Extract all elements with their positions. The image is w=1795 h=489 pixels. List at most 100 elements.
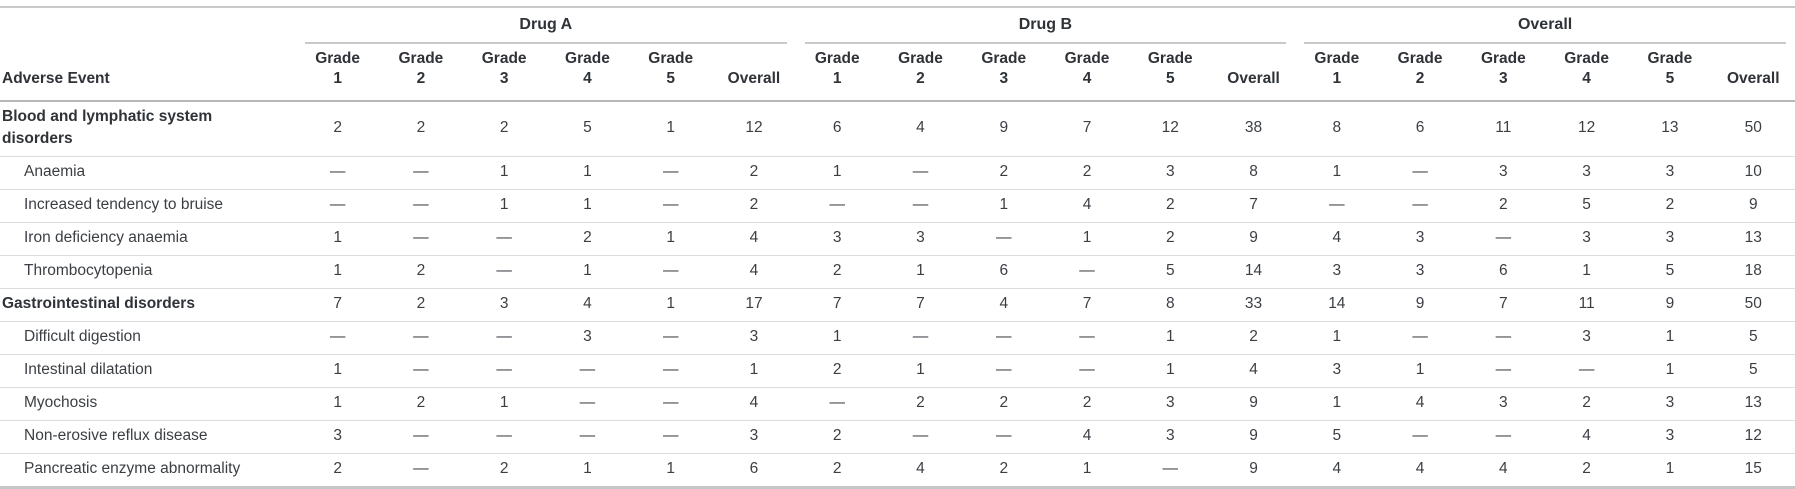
value-cell: 2 — [795, 420, 879, 454]
row-label: Non-erosive reflux disease — [0, 420, 296, 454]
value-cell: 1 — [1128, 321, 1212, 355]
value-cell: 1 — [1378, 354, 1462, 388]
value-cell: — — [629, 387, 713, 421]
value-cell: — — [379, 321, 463, 355]
value-cell: 7 — [1045, 101, 1129, 157]
value-cell: 8 — [1211, 156, 1296, 190]
value-cell: 12 — [1711, 420, 1795, 454]
value-cell: 3 — [1544, 156, 1629, 190]
value-cell: 2 — [379, 255, 463, 289]
column-header: Grade 2 — [1378, 44, 1462, 102]
value-cell: 7 — [878, 288, 963, 322]
value-cell: — — [545, 387, 630, 421]
value-cell: 3 — [1461, 156, 1545, 190]
value-cell: 1 — [1628, 354, 1712, 388]
column-header: Grade 1 — [296, 44, 380, 102]
value-cell: — — [1461, 354, 1545, 388]
column-header-line1: Grade — [1064, 50, 1110, 67]
table-row: Myochosis 1 2 1— —4—2 2 2 3 9 1 4 3 2 3 13 — [0, 387, 1795, 421]
value-cell: 7 — [296, 288, 380, 322]
column-header-line2: 5 — [1165, 70, 1175, 87]
value-cell: 3 — [1628, 222, 1712, 256]
value-cell: 6 — [1461, 255, 1545, 289]
column-header-line1: Grade — [1480, 50, 1526, 67]
column-header-line1: Grade — [1314, 50, 1360, 67]
value-cell: — — [379, 156, 463, 190]
value-cell: 4 — [1295, 222, 1379, 256]
column-header: Grade 2 — [379, 44, 463, 102]
column-header: Grade 5 — [629, 44, 713, 102]
value-cell: 4 — [1045, 420, 1129, 454]
value-cell: 1 — [1128, 354, 1212, 388]
value-cell: — — [1295, 189, 1379, 223]
value-cell: 33 — [1211, 288, 1296, 322]
value-cell: 2 — [1045, 387, 1129, 421]
value-cell: 1 — [1045, 222, 1129, 256]
value-cell: — — [1544, 354, 1629, 388]
value-cell: — — [1045, 354, 1129, 388]
value-cell: 1 — [1045, 453, 1129, 489]
value-cell: 4 — [1295, 453, 1379, 489]
value-cell: 3 — [878, 222, 963, 256]
column-header-line1: Grade — [1647, 50, 1693, 67]
column-header-line2: 1 — [1332, 70, 1342, 87]
value-cell: 2 — [962, 156, 1046, 190]
row-header-label: Adverse Event — [0, 44, 296, 102]
value-cell: 1 — [1295, 387, 1379, 421]
value-cell: 9 — [1711, 189, 1795, 223]
value-cell: 2 — [1128, 222, 1212, 256]
value-cell: 12 — [1128, 101, 1212, 157]
column-header-line2: 4 — [583, 70, 592, 87]
value-cell: 3 — [462, 288, 546, 322]
group-header-label: Overall — [1304, 15, 1786, 44]
column-header: Grade 3 — [462, 44, 546, 102]
value-cell: 6 — [1378, 101, 1462, 157]
value-cell: — — [1045, 255, 1129, 289]
table-row: Intestinal dilatation 1— — — —1 2 1— —1 4 3 1— —1 5 — [0, 354, 1795, 388]
value-cell: 13 — [1711, 222, 1795, 256]
value-cell: — — [1461, 222, 1545, 256]
value-cell: 3 — [1295, 255, 1379, 289]
value-cell: 1 — [296, 222, 380, 256]
value-cell: 1 — [712, 354, 796, 388]
value-cell: 4 — [712, 222, 796, 256]
value-cell: 3 — [1628, 156, 1712, 190]
value-cell: 12 — [712, 101, 796, 157]
value-cell: 3 — [1295, 354, 1379, 388]
column-header: Grade 4 — [1045, 44, 1129, 102]
column-header: Overall — [1211, 44, 1296, 102]
column-header-line1: Grade — [565, 50, 610, 67]
value-cell: 2 — [962, 453, 1046, 489]
value-cell: 1 — [545, 255, 630, 289]
value-cell: 5 — [1544, 189, 1629, 223]
page: { "chart_data": { "type": "table", "titl… — [0, 6, 1795, 489]
value-cell: 2 — [712, 189, 796, 223]
value-cell: — — [462, 255, 546, 289]
column-header: Grade 4 — [545, 44, 630, 102]
value-cell: — — [629, 156, 713, 190]
column-header: Grade 1 — [1295, 44, 1379, 102]
table-row: Pancreatic enzyme abnormality 2—2 1 1 6 2 4 2 1—… — [0, 453, 1795, 489]
value-cell: — — [545, 354, 630, 388]
column-header: Grade 3 — [962, 44, 1046, 102]
value-cell: 2 — [462, 453, 546, 489]
value-cell: 3 — [1544, 321, 1629, 355]
value-cell: — — [962, 354, 1046, 388]
value-cell: — — [1461, 321, 1545, 355]
value-cell: 8 — [1295, 101, 1379, 157]
value-cell: — — [1045, 321, 1129, 355]
value-cell: 2 — [379, 101, 463, 157]
value-cell: 15 — [1711, 453, 1795, 489]
row-label: Increased tendency to bruise — [0, 189, 296, 223]
table-row: Increased tendency to bruise — —1 1—2— —1 4 2 7… — [0, 189, 1795, 223]
value-cell: 1 — [545, 453, 630, 489]
value-cell: — — [795, 189, 879, 223]
value-cell: 5 — [1128, 255, 1212, 289]
value-cell: — — [379, 453, 463, 489]
value-cell: — — [1461, 420, 1545, 454]
column-header: Grade 2 — [878, 44, 963, 102]
value-cell: 5 — [1295, 420, 1379, 454]
value-cell: 2 — [296, 101, 380, 157]
group-header-spacer — [0, 7, 296, 44]
value-cell: — — [296, 156, 380, 190]
